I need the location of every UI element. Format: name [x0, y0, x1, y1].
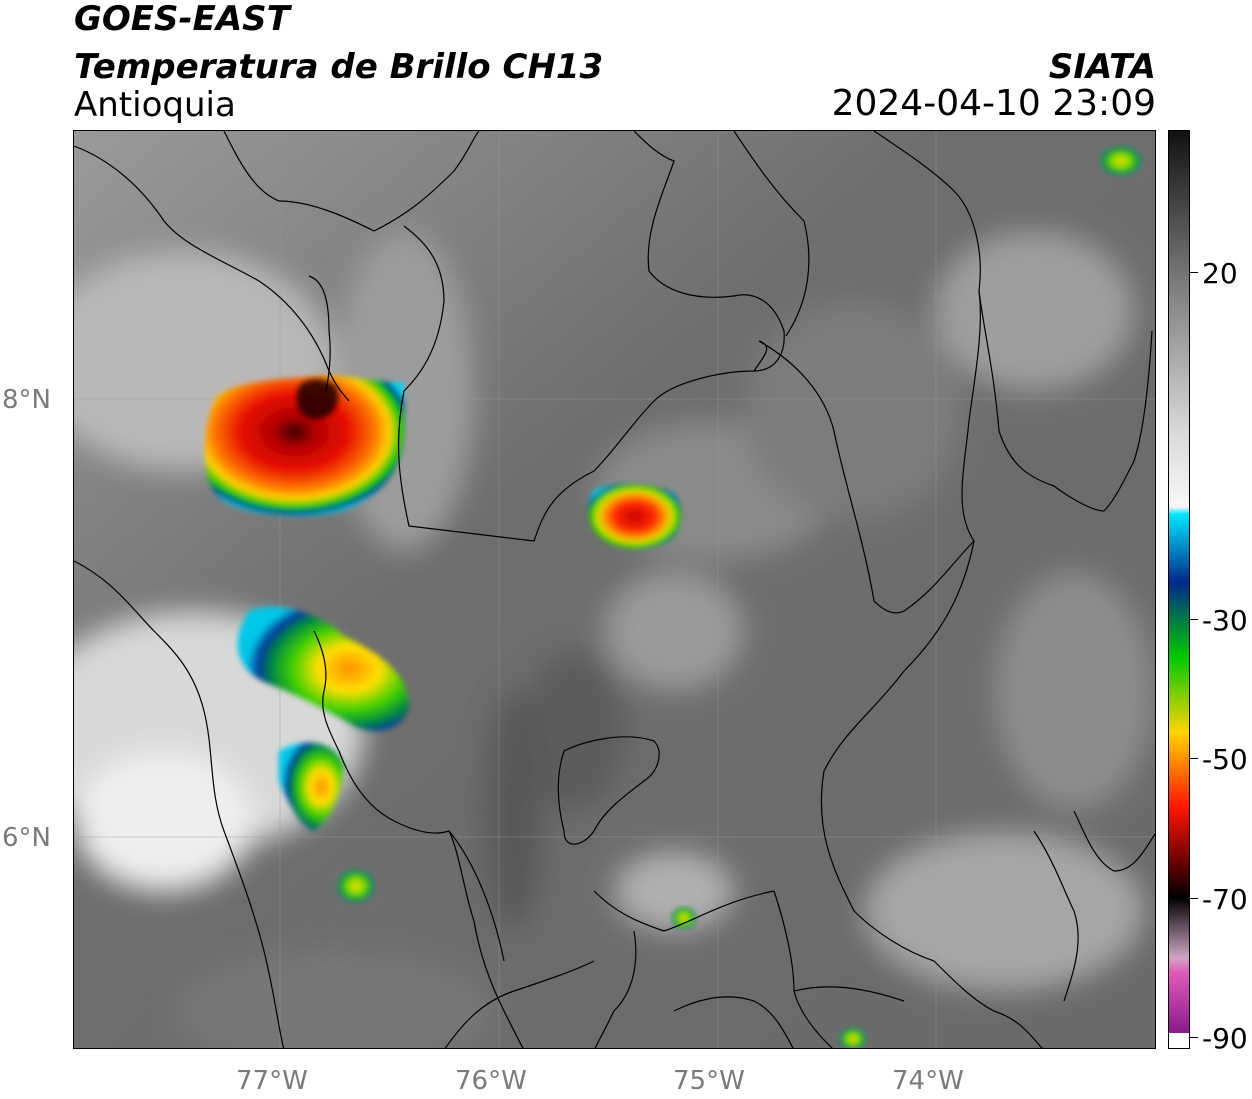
storm-central — [588, 484, 681, 549]
colorbar-tick — [1190, 758, 1198, 759]
storm-ne — [1101, 147, 1141, 175]
lat-label-6n: 6°N — [2, 823, 51, 853]
storm-small-south — [338, 870, 374, 902]
storm-west-tail — [279, 742, 344, 831]
storm-west — [237, 606, 409, 731]
temperature-colorbar — [1168, 130, 1190, 1049]
colorbar-tick — [1190, 898, 1198, 899]
lon-label-76w: 76°W — [455, 1066, 527, 1096]
storm-core — [296, 379, 339, 420]
colorbar-label-minus50: -50 — [1202, 743, 1248, 776]
lon-label-75w: 75°W — [673, 1066, 745, 1096]
product-title: Temperatura de Brillo CH13 — [74, 47, 604, 87]
colorbar-label-20: 20 — [1202, 257, 1238, 290]
organization-label: SIATA — [1048, 47, 1156, 87]
borders — [74, 131, 1155, 1048]
lon-label-74w: 74°W — [892, 1066, 964, 1096]
storm-small-east — [672, 907, 696, 929]
storm-bottom — [840, 1028, 866, 1048]
colorbar-label-minus90: -90 — [1202, 1022, 1248, 1055]
colorbar-tick — [1190, 619, 1198, 620]
satellite-map — [73, 130, 1156, 1049]
storm-uraba — [204, 375, 404, 517]
colorbar-tick — [1190, 1037, 1198, 1038]
colorbar-tick — [1190, 272, 1198, 273]
datetime-label: 2024-04-10 23:09 — [831, 83, 1156, 124]
colorbar-label-minus30: -30 — [1202, 604, 1248, 637]
region-label: Antioquia — [74, 85, 236, 125]
storm-cells — [204, 147, 1141, 1048]
colorbar-label-minus70: -70 — [1202, 883, 1248, 916]
lat-label-8n: 8°N — [2, 385, 51, 415]
lon-label-77w: 77°W — [236, 1066, 308, 1096]
satellite-title: GOES-EAST — [74, 0, 290, 39]
map-canvas — [74, 131, 1155, 1048]
